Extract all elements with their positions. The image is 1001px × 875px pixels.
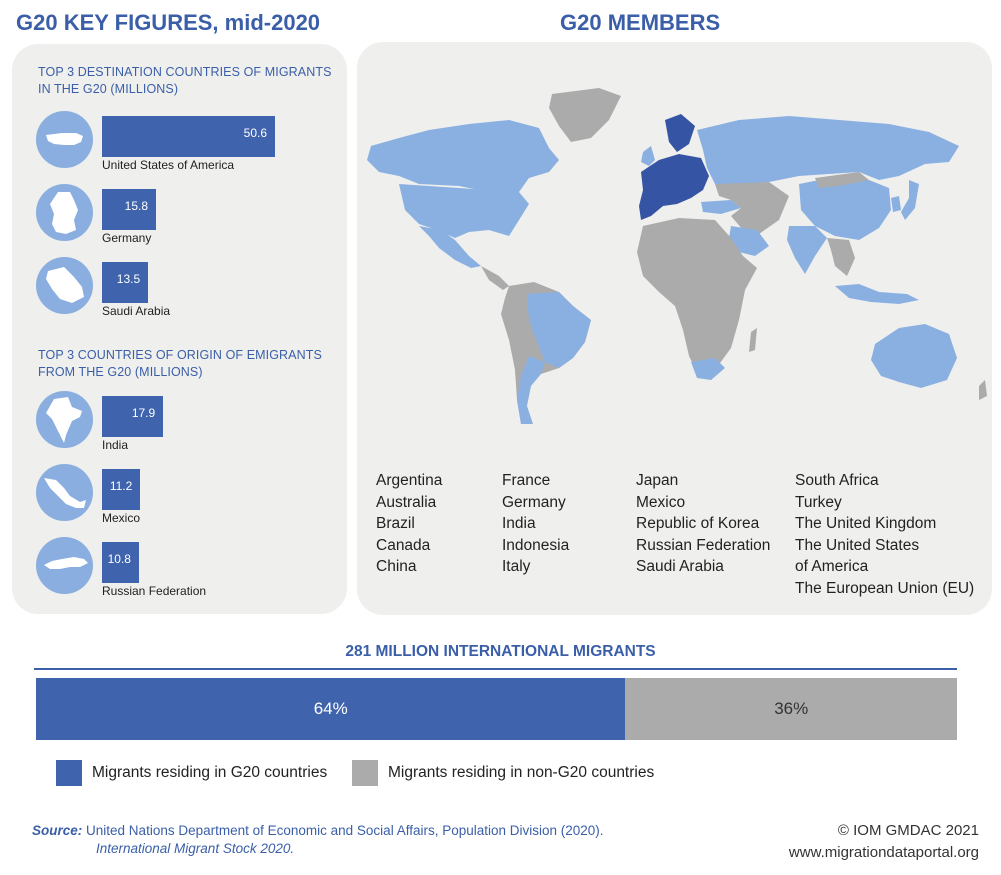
source-line-2: International Migrant Stock 2020. [96,841,295,856]
members-column-1: Argentina Australia Brazil Canada China [376,470,442,578]
mexico-silhouette-icon [36,464,93,521]
member-name: Mexico [636,493,686,511]
world-map-icon [367,88,987,424]
source-label: Source: [32,823,83,838]
member-name: Australia [376,493,437,511]
bar-category-label: Russian Federation [102,584,207,598]
legend-label-non-g20: Migrants residing in non-G20 countries [388,764,655,781]
member-name: India [502,515,536,533]
member-name: Saudi Arabia [636,558,724,576]
bar-value: 17.9 [102,396,164,437]
member-name: of America [795,558,869,576]
bar-value: 13.5 [102,262,149,303]
members-panel: Argentina Australia Brazil Canada China … [357,42,992,615]
g20-share-stacked-bar: 64% 36% [36,678,957,740]
key-figures-panel: TOP 3 DESTINATION COUNTRIES OF MIGRANTS … [12,44,347,614]
bar-category-label: United States of America [102,158,235,172]
germany-silhouette-icon [36,184,93,241]
bar-value: 15.8 [102,189,157,230]
bar-category-label: India [102,438,129,452]
members-column-3: Japan Mexico Republic of Korea Russian F… [636,470,770,578]
member-name: Italy [502,558,531,576]
source-note: Source: United Nations Department of Eco… [32,822,604,858]
member-name: Japan [636,472,679,489]
g20-share-segment: 64% [36,678,626,740]
bar-value: 11.2 [102,469,141,510]
legend-swatch-non-g20 [352,760,378,786]
legend-swatch-g20 [56,760,82,786]
members-title: G20 MEMBERS [560,10,721,35]
member-name: South Africa [795,472,879,489]
member-name: The United States [795,536,920,554]
india-silhouette-icon [36,391,93,448]
website-link[interactable]: www.migrationdataportal.org [788,844,979,861]
member-name: The United Kingdom [795,515,937,533]
members-column-4: South Africa Turkey The United Kingdom T… [795,470,974,600]
saudi-arabia-silhouette-icon [36,257,93,314]
credit: © IOM GMDAC 2021 www.migrationdataportal… [789,820,979,864]
members-column-2: France Germany India Indonesia Italy [502,470,569,578]
copyright: © IOM GMDAC 2021 [837,822,979,839]
total-migrants-title: 281 MILLION INTERNATIONAL MIGRANTS [345,643,656,660]
legend-label-g20: Migrants residing in G20 countries [92,764,328,781]
source-line-1: United Nations Department of Economic an… [86,823,604,838]
member-name: Turkey [795,493,842,511]
title-divider [34,668,957,670]
origin-section-title: TOP 3 COUNTRIES OF ORIGIN OF EMIGRANTS F… [38,348,322,379]
destination-section-title: TOP 3 DESTINATION COUNTRIES OF MIGRANTS … [38,65,332,96]
member-name: Russian Federation [636,536,771,554]
member-name: Canada [376,536,431,554]
bar-value: 50.6 [102,116,275,157]
bar-category-label: Mexico [102,511,141,525]
usa-silhouette-icon [36,111,93,168]
bar-category-label: Germany [102,231,152,245]
member-name: China [376,558,417,576]
member-name: France [502,472,551,489]
member-name: The European Union (EU) [795,579,975,597]
bar-value: 10.8 [102,542,139,583]
member-name: Republic of Korea [636,515,760,533]
non-g20-share-segment: 36% [625,678,957,740]
member-name: Indonesia [502,536,570,554]
member-name: Brazil [376,515,415,533]
member-name: Germany [502,493,566,511]
key-figures-title: G20 KEY FIGURES, mid-2020 [16,10,321,35]
russia-silhouette-icon [36,537,93,594]
bar-category-label: Saudi Arabia [102,304,171,318]
member-name: Argentina [376,472,443,489]
